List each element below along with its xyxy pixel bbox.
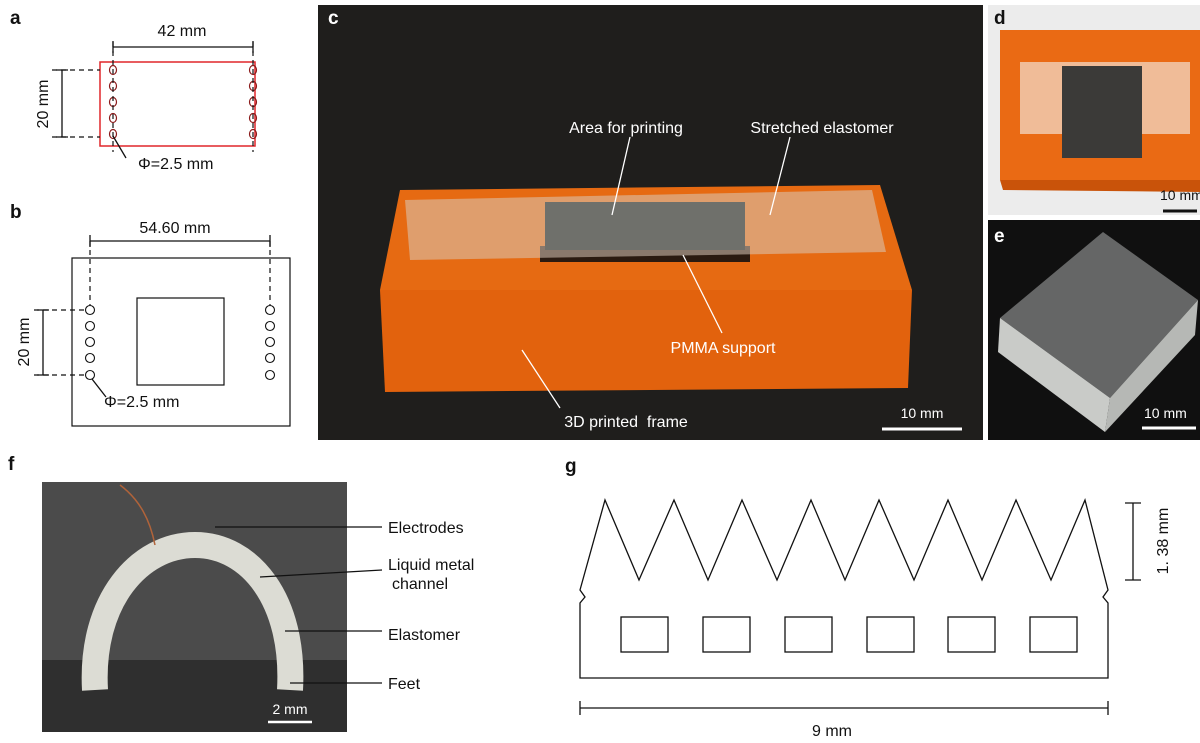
hole bbox=[86, 322, 95, 331]
frame-outline bbox=[100, 62, 255, 146]
scale-label: 2 mm bbox=[273, 701, 308, 717]
hole bbox=[266, 306, 275, 315]
callout: Electrodes bbox=[388, 520, 464, 537]
panel-label: g bbox=[565, 456, 577, 477]
hole bbox=[266, 338, 275, 347]
callout: channel bbox=[392, 576, 448, 593]
hole bbox=[86, 338, 95, 347]
callout: Liquid metal bbox=[388, 557, 474, 574]
dimension: 20 mm bbox=[16, 318, 33, 367]
callout: Feet bbox=[388, 676, 421, 693]
channel bbox=[948, 617, 995, 652]
callout: Stretched elastomer bbox=[750, 120, 894, 137]
holes bbox=[110, 66, 257, 139]
hole bbox=[86, 371, 95, 380]
dimension-lines bbox=[580, 503, 1141, 715]
panel-label: a bbox=[10, 8, 21, 29]
channel bbox=[785, 617, 832, 652]
hole bbox=[86, 306, 95, 315]
actuator-profile bbox=[580, 500, 1108, 678]
dimension: 54.60 mm bbox=[139, 220, 210, 237]
scale-label: 10 mm bbox=[1160, 187, 1200, 203]
dimension: 20 mm bbox=[35, 80, 52, 129]
hole bbox=[266, 354, 275, 363]
dimension: Φ=2.5 mm bbox=[138, 156, 213, 173]
callout: Area for printing bbox=[569, 120, 683, 137]
dimension: 9 mm bbox=[812, 723, 852, 740]
dimension: 1. 38 mm bbox=[1155, 508, 1172, 575]
pmma-support bbox=[545, 202, 745, 250]
panel-label: f bbox=[8, 454, 15, 475]
guide-lines bbox=[52, 42, 253, 152]
channel bbox=[867, 617, 914, 652]
hole bbox=[266, 322, 275, 331]
scale-label: 10 mm bbox=[1144, 405, 1187, 421]
channels bbox=[621, 617, 1077, 652]
pmma-support bbox=[1062, 66, 1142, 158]
figure: a 42 mm 20 mm Φ=2.5 mm b 54.60 mm 20 mm … bbox=[0, 0, 1200, 743]
hole bbox=[86, 354, 95, 363]
channel bbox=[703, 617, 750, 652]
hole bbox=[266, 371, 275, 380]
panel-label: c bbox=[328, 8, 339, 29]
dimension: 42 mm bbox=[158, 23, 207, 40]
panel-label: e bbox=[994, 226, 1005, 247]
dimension: Φ=2.5 mm bbox=[104, 394, 179, 411]
callout: 3D printed frame bbox=[564, 414, 688, 431]
scale-label: 10 mm bbox=[901, 405, 944, 421]
guide-lines bbox=[34, 241, 270, 375]
panel-label: d bbox=[994, 8, 1006, 29]
holes bbox=[86, 306, 275, 380]
channel bbox=[1030, 617, 1077, 652]
panel-label: b bbox=[10, 202, 22, 223]
dimension-lines bbox=[56, 41, 253, 158]
channel bbox=[621, 617, 668, 652]
window bbox=[137, 298, 224, 385]
callout: PMMA support bbox=[671, 340, 776, 357]
callout: Elastomer bbox=[388, 627, 461, 644]
frame-front bbox=[380, 290, 912, 392]
